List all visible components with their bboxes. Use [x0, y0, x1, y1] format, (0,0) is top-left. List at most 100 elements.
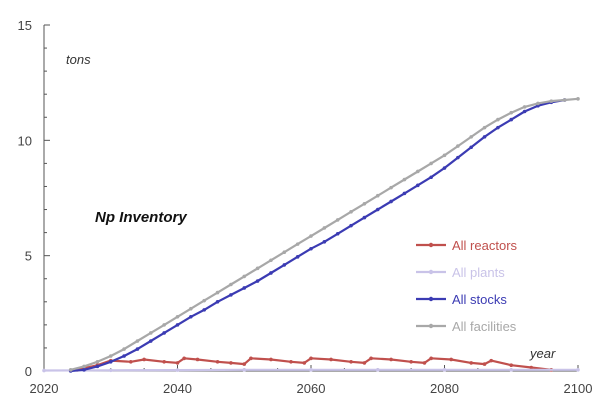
data-point-all-reactors [389, 357, 393, 362]
data-point-all-stocks [322, 240, 327, 244]
data-point-all-stocks [442, 166, 447, 170]
data-point-all-facilities [122, 347, 126, 351]
x-tick-label: 2020 [30, 381, 59, 396]
data-point-all-stocks [456, 155, 460, 160]
data-point-all-stocks [349, 223, 353, 228]
data-point-all-stocks [269, 271, 273, 275]
legend-label-all-facilities: All facilities [452, 319, 517, 334]
data-point-all-stocks [295, 255, 300, 259]
data-point-all-reactors [128, 359, 133, 364]
data-point-all-facilities [95, 359, 100, 364]
data-point-all-stocks [282, 263, 287, 267]
data-point-all-reactors [269, 357, 273, 362]
legend-label-all-stocks: All stocks [452, 292, 507, 307]
data-point-all-stocks [362, 215, 367, 220]
data-point-all-facilities [282, 250, 287, 255]
data-point-all-facilities [349, 210, 353, 214]
data-point-all-plants [175, 368, 180, 372]
data-point-all-stocks [215, 300, 220, 304]
data-point-all-stocks [496, 125, 500, 130]
x-tick-label: 2060 [297, 381, 326, 396]
data-point-all-plants [509, 368, 514, 372]
data-point-all-facilities [215, 290, 220, 295]
y-unit-label: tons [66, 52, 91, 67]
data-point-all-facilities [549, 99, 554, 103]
data-point-all-stocks [416, 183, 420, 188]
data-point-all-reactors [195, 357, 200, 362]
data-point-all-facilities [202, 298, 206, 303]
data-point-all-facilities [335, 218, 340, 222]
x-tick-label: 2100 [564, 381, 593, 396]
data-point-all-stocks [389, 199, 393, 204]
data-point-all-facilities [522, 105, 527, 109]
data-point-all-reactors [215, 359, 220, 364]
legend-marker-all-facilities [428, 323, 434, 329]
data-point-all-reactors [302, 361, 307, 365]
data-point-all-stocks [149, 339, 153, 343]
data-point-all-stocks [509, 117, 514, 122]
data-point-all-stocks [375, 207, 380, 212]
data-point-all-stocks [309, 246, 313, 251]
data-point-all-plants [42, 368, 46, 373]
data-point-all-stocks [242, 286, 247, 290]
data-point-all-facilities [576, 97, 580, 101]
data-point-all-stocks [122, 354, 126, 358]
data-point-all-reactors [422, 361, 427, 365]
data-point-all-facilities [108, 354, 113, 358]
data-point-all-reactors [469, 361, 474, 365]
data-point-all-facilities [295, 242, 300, 246]
y-tick-label: 0 [25, 364, 32, 379]
data-point-all-facilities [536, 101, 540, 106]
data-point-all-facilities [309, 234, 313, 238]
data-point-all-stocks [162, 331, 166, 335]
data-point-all-reactors [409, 359, 413, 364]
data-point-all-stocks [402, 191, 407, 196]
data-point-all-stocks [82, 368, 86, 372]
data-point-all-reactors [182, 356, 186, 361]
data-point-all-facilities [135, 339, 140, 343]
x-tick-label: 2080 [430, 381, 459, 396]
data-point-all-plants [375, 368, 380, 372]
data-point-all-reactors [429, 356, 433, 361]
data-point-all-facilities [229, 282, 233, 287]
data-point-all-plants [108, 368, 113, 373]
chart-title: Np Inventory [95, 209, 187, 226]
data-point-all-reactors [509, 363, 514, 368]
data-point-all-reactors [362, 361, 367, 365]
data-point-all-facilities [429, 161, 433, 166]
legend-label-all-reactors: All reactors [452, 238, 518, 253]
data-point-all-plants [442, 368, 447, 372]
data-point-all-facilities [189, 306, 193, 311]
data-point-all-stocks [335, 231, 340, 236]
data-point-all-facilities [416, 169, 420, 174]
legend-marker-all-stocks [428, 296, 434, 302]
data-point-all-reactors [162, 359, 166, 364]
series-group [42, 97, 580, 373]
data-point-all-facilities [255, 266, 260, 271]
data-point-all-facilities [402, 177, 407, 182]
data-point-all-facilities [562, 98, 567, 102]
data-point-all-facilities [509, 110, 514, 115]
data-point-all-reactors [449, 357, 453, 362]
data-point-all-reactors [369, 356, 373, 361]
data-point-all-stocks [469, 145, 474, 150]
data-point-all-facilities [68, 368, 73, 372]
data-point-all-reactors [329, 357, 333, 362]
data-point-all-facilities [362, 201, 367, 206]
data-point-all-facilities [389, 185, 393, 190]
y-tick-label: 5 [25, 249, 32, 264]
legend-marker-all-plants [428, 269, 434, 275]
data-point-all-stocks [255, 279, 260, 283]
y-tick-label: 15 [18, 18, 32, 33]
data-point-all-facilities [375, 193, 380, 198]
data-point-all-facilities [82, 364, 86, 369]
data-point-all-facilities [469, 135, 474, 139]
x-unit-label: year [529, 346, 556, 361]
data-point-all-facilities [175, 314, 180, 319]
data-point-all-reactors [482, 362, 487, 366]
data-point-all-facilities [242, 274, 247, 279]
data-point-all-facilities [496, 117, 500, 122]
data-point-all-facilities [442, 153, 447, 158]
